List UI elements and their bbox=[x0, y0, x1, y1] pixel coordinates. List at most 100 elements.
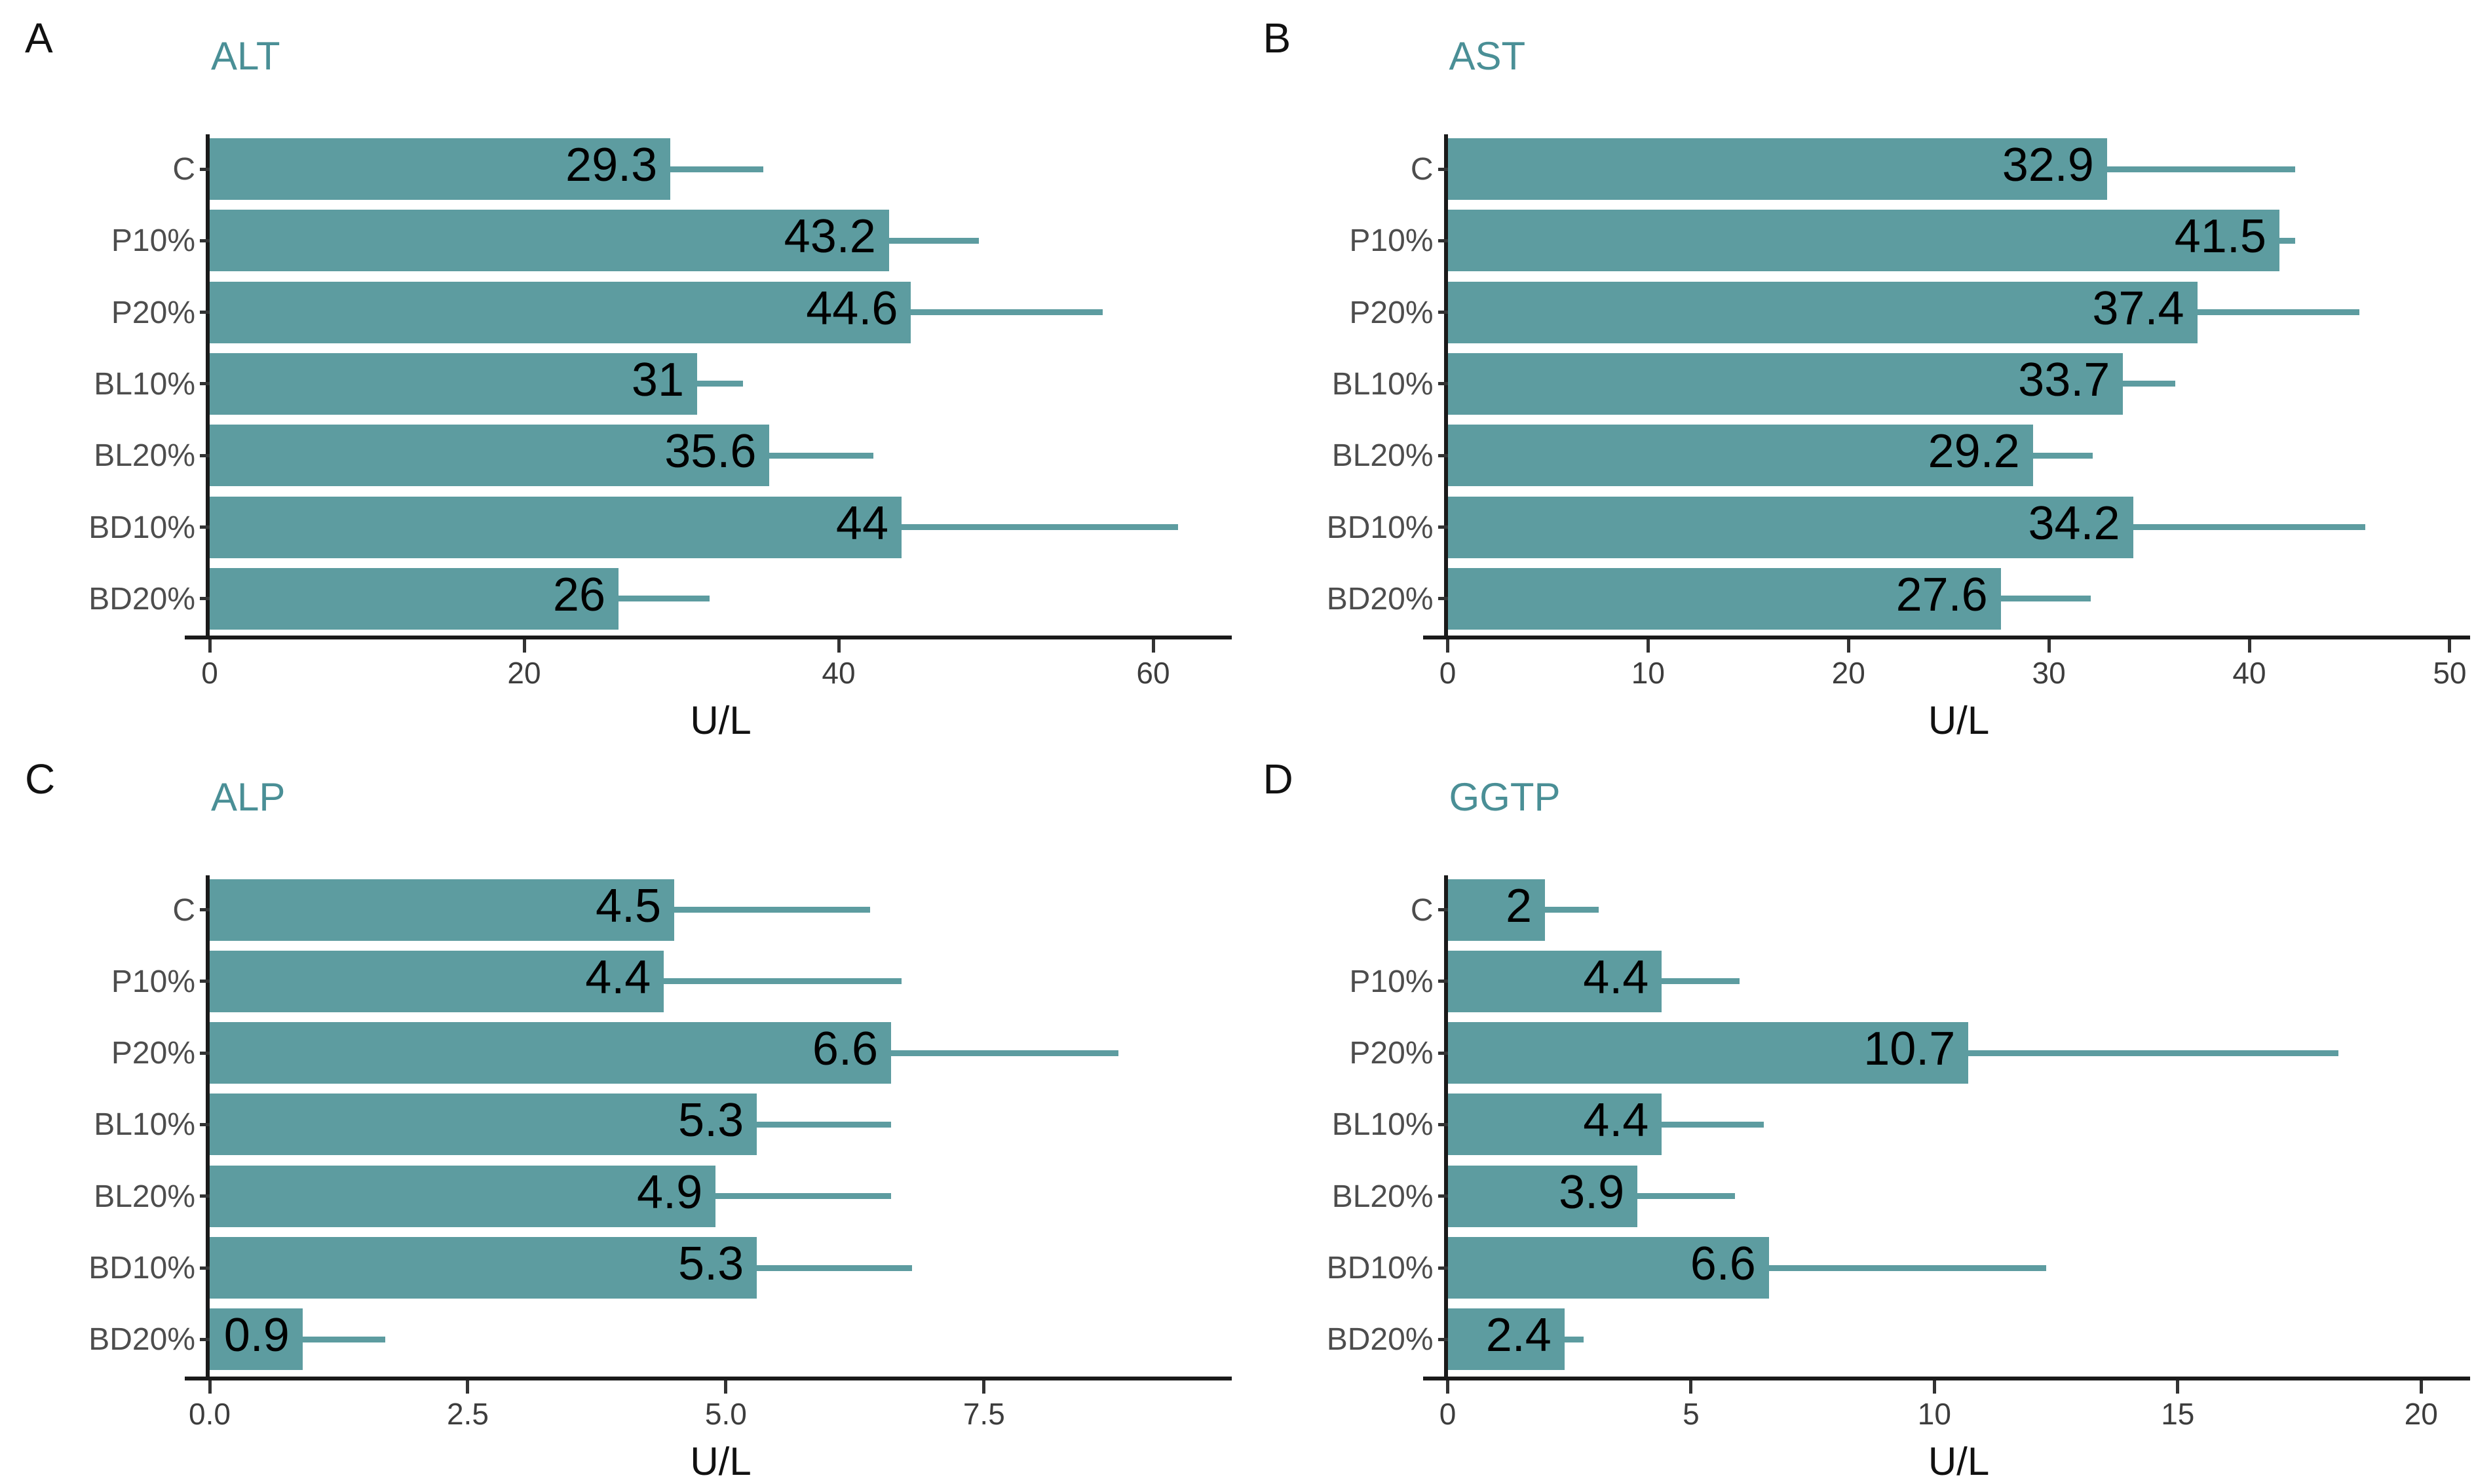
bar-value-label: 4.4 bbox=[210, 947, 651, 1008]
x-tick-mark bbox=[982, 1380, 985, 1394]
x-tick-mark bbox=[2420, 1380, 2423, 1394]
error-bar-BD20% bbox=[303, 1337, 385, 1342]
bar-value-label: 41.5 bbox=[1448, 206, 2266, 267]
bar-value-label: 44.6 bbox=[210, 278, 898, 339]
x-tick-mark bbox=[1152, 639, 1155, 653]
y-tick-mark bbox=[200, 908, 210, 911]
error-bar-BL20% bbox=[2033, 453, 2093, 459]
x-tick-mark bbox=[724, 1380, 727, 1394]
error-bar-BD10% bbox=[757, 1265, 911, 1271]
category-label-C: C bbox=[1232, 151, 1434, 187]
y-tick-mark bbox=[1438, 1123, 1448, 1126]
category-label-BL10%: BL10% bbox=[0, 366, 195, 402]
x-tick-label: 30 bbox=[1996, 655, 2101, 691]
error-bar-BD20% bbox=[1565, 1337, 1584, 1342]
x-tick-mark bbox=[1647, 639, 1650, 653]
bar-value-label: 6.6 bbox=[1448, 1233, 1756, 1295]
error-bar-BL10% bbox=[757, 1122, 891, 1128]
category-label-P10%: P10% bbox=[1232, 964, 1434, 1000]
x-tick-label: 20 bbox=[472, 655, 577, 691]
y-tick-mark bbox=[1438, 382, 1448, 385]
bar-value-label: 4.9 bbox=[210, 1162, 702, 1223]
error-bar-BL10% bbox=[1662, 1122, 1764, 1128]
category-label-BL20%: BL20% bbox=[0, 1179, 195, 1215]
category-label-BD10%: BD10% bbox=[1232, 1250, 1434, 1286]
x-tick-mark bbox=[466, 1380, 469, 1394]
error-bar-BD10% bbox=[1769, 1265, 2046, 1271]
error-bar-BL20% bbox=[1637, 1193, 1735, 1199]
x-tick-label: 0.0 bbox=[157, 1396, 262, 1432]
error-bar-C bbox=[674, 907, 870, 913]
category-label-BD20%: BD20% bbox=[0, 581, 195, 617]
y-tick-mark bbox=[200, 1266, 210, 1270]
bar-value-label: 5.3 bbox=[210, 1090, 744, 1151]
x-tick-mark bbox=[1689, 1380, 1692, 1394]
y-tick-mark bbox=[200, 1194, 210, 1198]
category-label-BL10%: BL10% bbox=[1232, 1107, 1434, 1143]
panel-title: AST bbox=[1449, 37, 1526, 76]
y-tick-mark bbox=[1438, 980, 1448, 983]
bar-value-label: 32.9 bbox=[1448, 134, 2094, 196]
x-axis-title: U/L bbox=[1448, 698, 2470, 743]
x-axis-line bbox=[185, 636, 1232, 639]
category-label-BD20%: BD20% bbox=[1232, 581, 1434, 617]
x-tick-mark bbox=[1847, 639, 1850, 653]
bar-value-label: 37.4 bbox=[1448, 278, 2184, 339]
y-tick-mark bbox=[200, 980, 210, 983]
y-tick-mark bbox=[200, 454, 210, 457]
x-tick-mark bbox=[1446, 639, 1449, 653]
x-tick-label: 50 bbox=[2397, 655, 2476, 691]
bar-value-label: 4.4 bbox=[1448, 1090, 1649, 1151]
bar-value-label: 29.3 bbox=[210, 134, 657, 196]
x-tick-label: 15 bbox=[2125, 1396, 2230, 1432]
error-bar-C bbox=[1545, 907, 1599, 913]
x-tick-mark bbox=[523, 639, 526, 653]
x-axis-title: U/L bbox=[1448, 1439, 2470, 1484]
category-label-P20%: P20% bbox=[0, 295, 195, 331]
x-tick-label: 5 bbox=[1639, 1396, 1743, 1432]
x-tick-label: 20 bbox=[2369, 1396, 2473, 1432]
x-axis-line bbox=[1423, 1377, 2470, 1380]
x-tick-label: 60 bbox=[1101, 655, 1206, 691]
category-label-BL20%: BL20% bbox=[0, 438, 195, 474]
category-label-P20%: P20% bbox=[1232, 1035, 1434, 1071]
y-tick-mark bbox=[200, 311, 210, 314]
bar-value-label: 43.2 bbox=[210, 206, 876, 267]
panel-title: ALP bbox=[211, 778, 285, 817]
error-bar-P20% bbox=[891, 1050, 1118, 1056]
bar-value-label: 27.6 bbox=[1448, 564, 1988, 626]
bar-value-label: 31 bbox=[210, 349, 684, 411]
x-axis-title: U/L bbox=[210, 698, 1232, 743]
x-tick-label: 0 bbox=[1396, 1396, 1500, 1432]
bar-value-label: 0.9 bbox=[210, 1304, 290, 1366]
error-bar-P10% bbox=[2279, 238, 2295, 244]
x-tick-label: 40 bbox=[2197, 655, 2302, 691]
y-tick-mark bbox=[200, 1123, 210, 1126]
x-axis-line bbox=[185, 1377, 1232, 1380]
panel-title: GGTP bbox=[1449, 778, 1561, 817]
bar-value-label: 26 bbox=[210, 564, 605, 626]
category-label-P20%: P20% bbox=[0, 1035, 195, 1071]
bar-value-label: 3.9 bbox=[1448, 1162, 1625, 1223]
category-label-P10%: P10% bbox=[1232, 223, 1434, 259]
x-tick-mark bbox=[1446, 1380, 1449, 1394]
y-tick-mark bbox=[1438, 1052, 1448, 1055]
x-tick-mark bbox=[208, 639, 212, 653]
error-bar-P20% bbox=[911, 309, 1103, 315]
error-bar-P10% bbox=[664, 978, 901, 984]
x-axis-title: U/L bbox=[210, 1439, 1232, 1484]
y-tick-mark bbox=[1438, 239, 1448, 242]
y-tick-mark bbox=[1438, 1194, 1448, 1198]
category-label-C: C bbox=[1232, 892, 1434, 928]
y-tick-mark bbox=[200, 597, 210, 600]
category-label-C: C bbox=[0, 151, 195, 187]
x-tick-label: 20 bbox=[1796, 655, 1901, 691]
x-tick-label: 40 bbox=[786, 655, 891, 691]
y-tick-mark bbox=[200, 239, 210, 242]
x-tick-label: 10 bbox=[1595, 655, 1700, 691]
error-bar-BL10% bbox=[2123, 381, 2175, 387]
